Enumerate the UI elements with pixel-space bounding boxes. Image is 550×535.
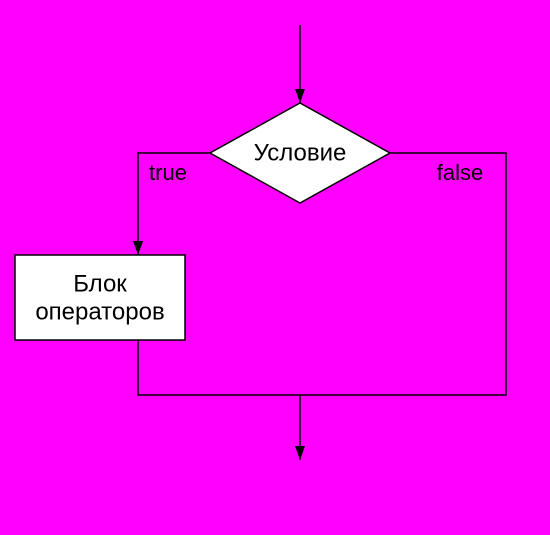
node-process: Блокоператоров bbox=[15, 255, 185, 340]
node-label-decision: Условие bbox=[254, 140, 347, 167]
edge-label-true-branch: true bbox=[149, 160, 187, 185]
edge-label-false-branch: false bbox=[437, 160, 483, 185]
flowchart-diagram: true false Условие Блокоператоров bbox=[0, 0, 550, 535]
